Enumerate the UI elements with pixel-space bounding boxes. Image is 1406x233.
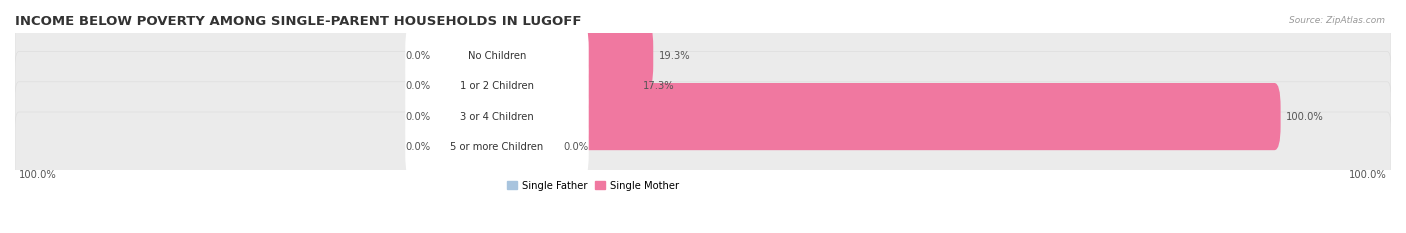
Text: INCOME BELOW POVERTY AMONG SINGLE-PARENT HOUSEHOLDS IN LUGOFF: INCOME BELOW POVERTY AMONG SINGLE-PARENT… xyxy=(15,15,582,28)
FancyBboxPatch shape xyxy=(436,53,503,120)
FancyBboxPatch shape xyxy=(405,54,589,119)
Text: 0.0%: 0.0% xyxy=(562,142,588,152)
Text: 100.0%: 100.0% xyxy=(1286,112,1324,122)
FancyBboxPatch shape xyxy=(491,113,558,180)
Text: 0.0%: 0.0% xyxy=(406,81,430,91)
Text: 5 or more Children: 5 or more Children xyxy=(450,142,544,152)
Text: 17.3%: 17.3% xyxy=(643,81,675,91)
FancyBboxPatch shape xyxy=(491,83,1281,150)
Text: 0.0%: 0.0% xyxy=(406,51,430,61)
Text: 0.0%: 0.0% xyxy=(406,142,430,152)
FancyBboxPatch shape xyxy=(15,112,1391,182)
FancyBboxPatch shape xyxy=(491,22,654,90)
FancyBboxPatch shape xyxy=(15,82,1391,151)
Text: 100.0%: 100.0% xyxy=(18,171,56,180)
FancyBboxPatch shape xyxy=(436,83,503,150)
FancyBboxPatch shape xyxy=(405,84,589,149)
Text: Source: ZipAtlas.com: Source: ZipAtlas.com xyxy=(1289,16,1385,25)
Legend: Single Father, Single Mother: Single Father, Single Mother xyxy=(502,177,683,195)
Text: 100.0%: 100.0% xyxy=(1350,171,1388,180)
Text: 0.0%: 0.0% xyxy=(406,112,430,122)
Text: 3 or 4 Children: 3 or 4 Children xyxy=(460,112,534,122)
FancyBboxPatch shape xyxy=(436,113,503,180)
Text: 19.3%: 19.3% xyxy=(658,51,690,61)
Text: No Children: No Children xyxy=(468,51,526,61)
FancyBboxPatch shape xyxy=(15,21,1391,91)
FancyBboxPatch shape xyxy=(15,51,1391,121)
FancyBboxPatch shape xyxy=(436,22,503,90)
FancyBboxPatch shape xyxy=(491,53,638,120)
FancyBboxPatch shape xyxy=(405,115,589,179)
Text: 1 or 2 Children: 1 or 2 Children xyxy=(460,81,534,91)
FancyBboxPatch shape xyxy=(405,24,589,88)
